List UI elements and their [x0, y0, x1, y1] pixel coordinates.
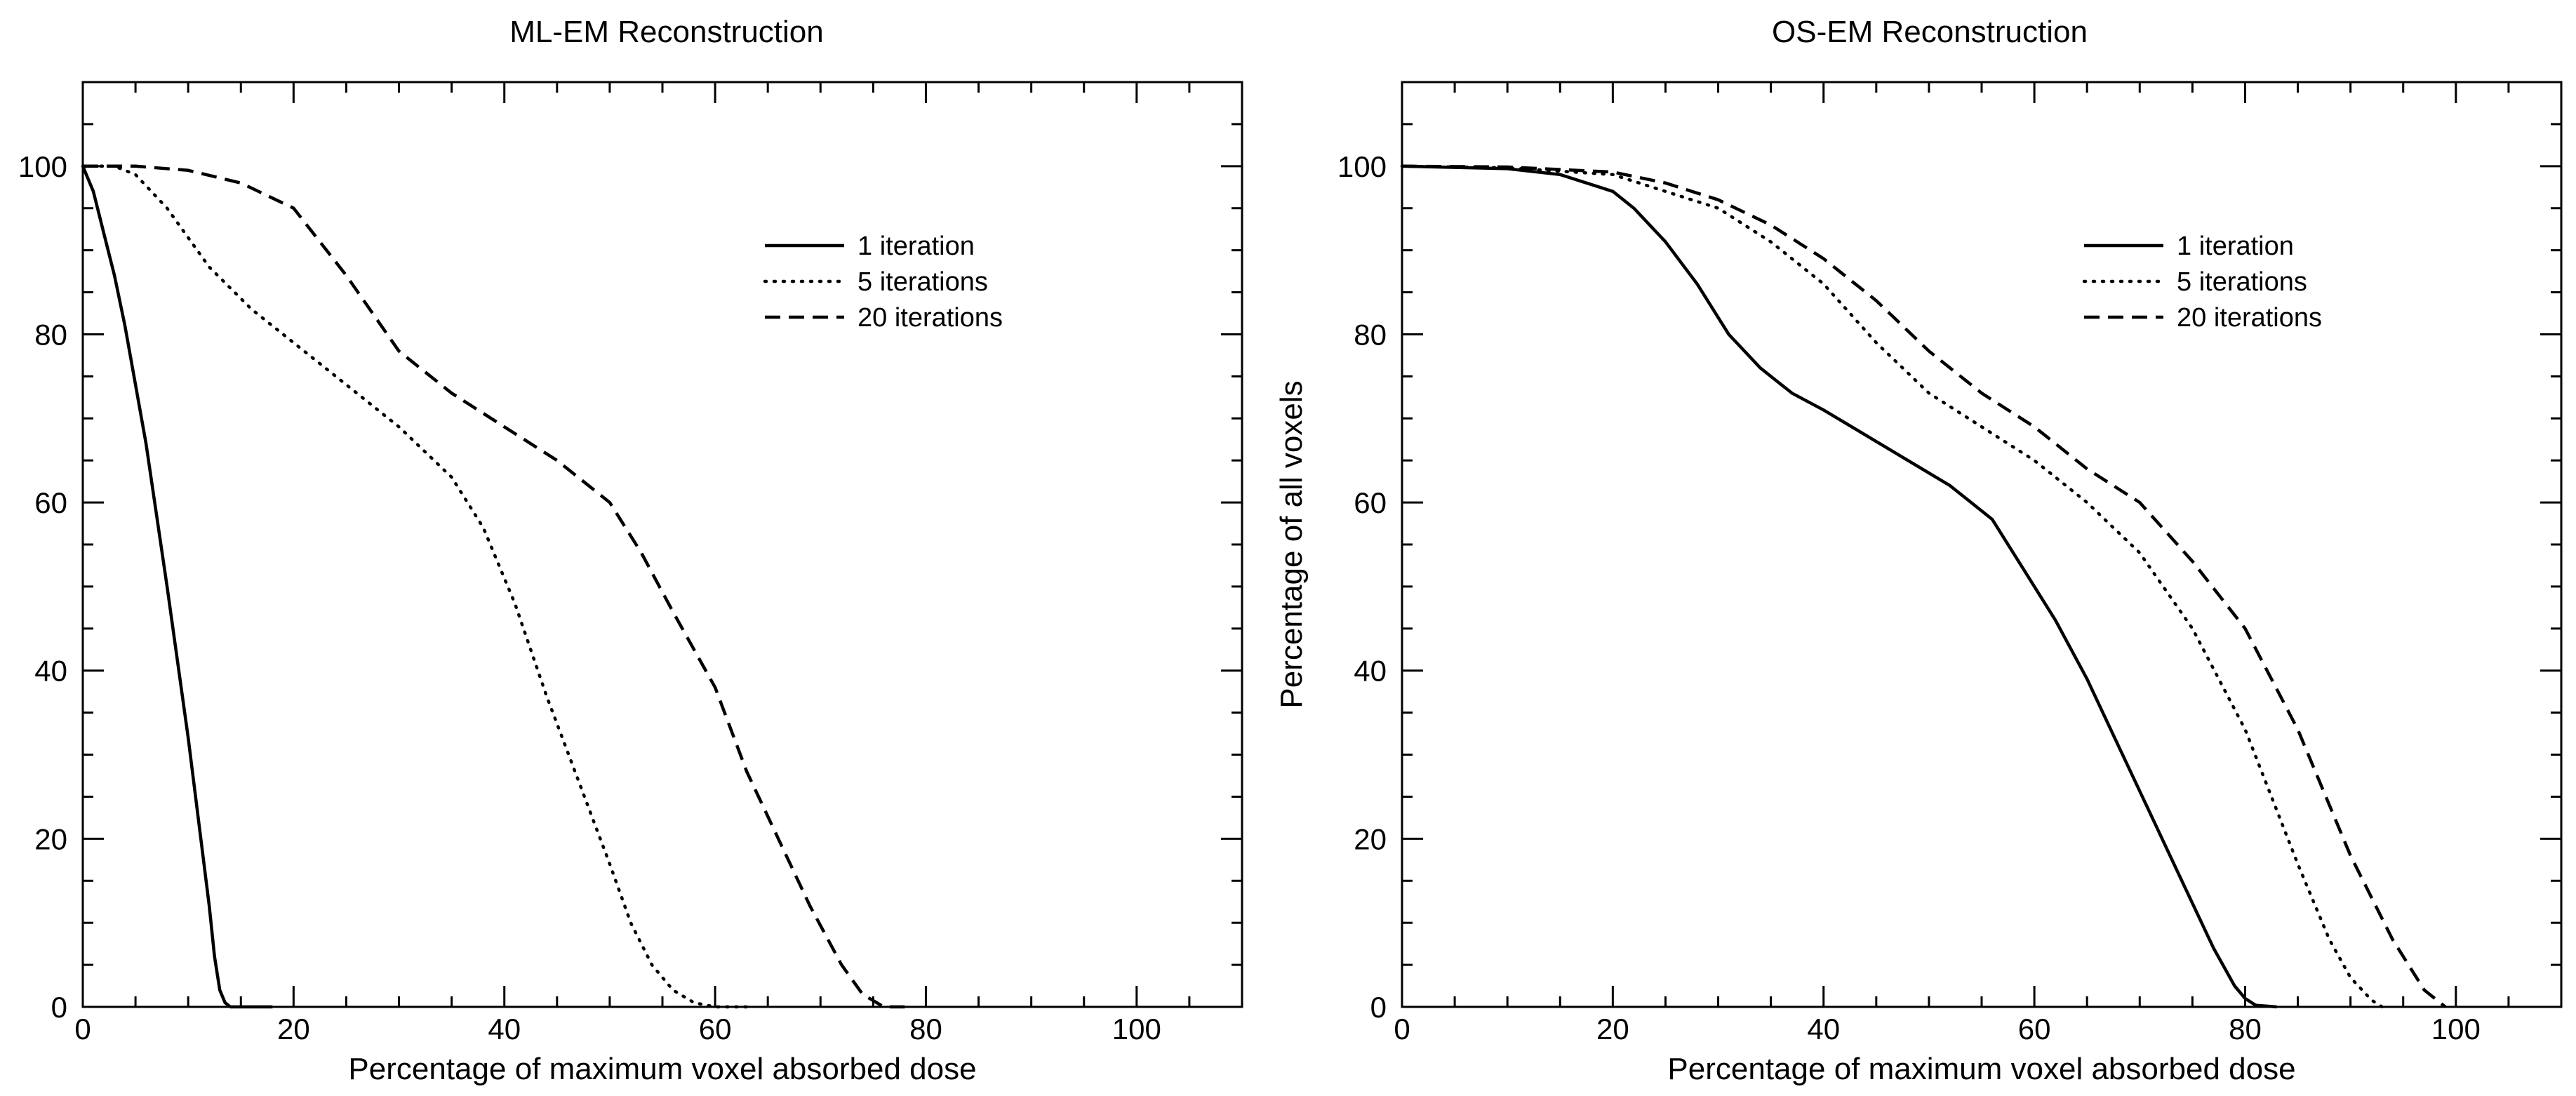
os-em-legend: 1 iteration 5 iterations 20 iterations	[2082, 232, 2322, 333]
x-tick-label: 40	[1807, 1013, 1840, 1045]
x-tick-label: 60	[699, 1013, 732, 1045]
os-em-title: OS-EM Reconstruction	[1772, 15, 2088, 49]
ml-em-tick-labels: 0 20 40 60 80 100 0 20 40 60 80 100	[18, 150, 1161, 1045]
os-em-plot-frame	[1401, 81, 2563, 1008]
x-tick-label: 80	[909, 1013, 942, 1045]
x-tick-label: 80	[2229, 1013, 2262, 1045]
x-tick-label: 0	[1394, 1013, 1410, 1045]
ml-em-ticks	[81, 81, 1243, 1008]
y-tick-label: 20	[34, 822, 67, 855]
legend-label: 1 iteration	[857, 232, 975, 261]
ml-em-series-dashed	[83, 164, 905, 1009]
os-em-y-axis-label: Percentage of all voxels	[1274, 380, 1309, 708]
y-tick-label: 80	[34, 318, 67, 351]
legend-label: 5 iterations	[2177, 267, 2307, 297]
y-tick-label: 60	[34, 486, 67, 519]
ml-em-panel: ML-EM Reconstruction 0 20 40 60 80 100 0 20 40 60…	[18, 15, 1243, 1086]
ml-em-plot-frame	[81, 81, 1243, 1008]
ml-em-title: ML-EM Reconstruction	[509, 15, 823, 49]
legend-label: 1 iteration	[2177, 232, 2294, 261]
os-em-series-solid	[1401, 164, 2277, 1009]
ml-em-series-dotted	[81, 164, 749, 1009]
x-tick-label: 20	[277, 1013, 310, 1045]
y-tick-label: 60	[1354, 486, 1387, 519]
ml-em-legend: 1 iteration 5 iterations 20 iterations	[763, 232, 1003, 333]
os-em-ticks	[1401, 81, 2563, 1008]
y-tick-label: 100	[1337, 150, 1387, 183]
os-em-panel: OS-EM Reconstruction 0 20 40 60 80 100 0 20 40 60…	[1274, 15, 2563, 1086]
os-em-x-axis-label: Percentage of maximum voxel absorbed dos…	[1667, 1052, 2295, 1086]
x-tick-label: 20	[1596, 1013, 1629, 1045]
os-em-tick-labels: 0 20 40 60 80 100 0 20 40 60 80 100	[1337, 150, 2481, 1045]
x-tick-label: 60	[2018, 1013, 2051, 1045]
y-tick-label: 100	[18, 150, 67, 183]
y-tick-label: 80	[1354, 318, 1387, 351]
ml-em-series-lines	[81, 164, 905, 1009]
y-tick-label: 20	[1354, 822, 1387, 855]
os-em-series-dashed	[1401, 164, 2447, 1008]
os-em-series-dotted	[1400, 164, 2384, 1009]
x-tick-label: 0	[74, 1013, 91, 1045]
x-tick-label: 100	[2431, 1013, 2481, 1045]
ml-em-series-solid	[81, 165, 273, 1009]
ml-em-x-axis-label: Percentage of maximum voxel absorbed dos…	[348, 1052, 976, 1086]
x-tick-label: 100	[1112, 1013, 1161, 1045]
legend-label: 20 iterations	[2177, 303, 2322, 333]
x-tick-label: 40	[488, 1013, 521, 1045]
legend-label: 20 iterations	[857, 303, 1003, 333]
y-tick-label: 40	[1354, 655, 1387, 688]
y-tick-label: 40	[34, 655, 67, 688]
y-tick-label: 0	[1370, 991, 1387, 1024]
y-tick-label: 0	[51, 991, 67, 1024]
os-em-series-lines	[1400, 164, 2447, 1009]
legend-label: 5 iterations	[857, 267, 988, 297]
